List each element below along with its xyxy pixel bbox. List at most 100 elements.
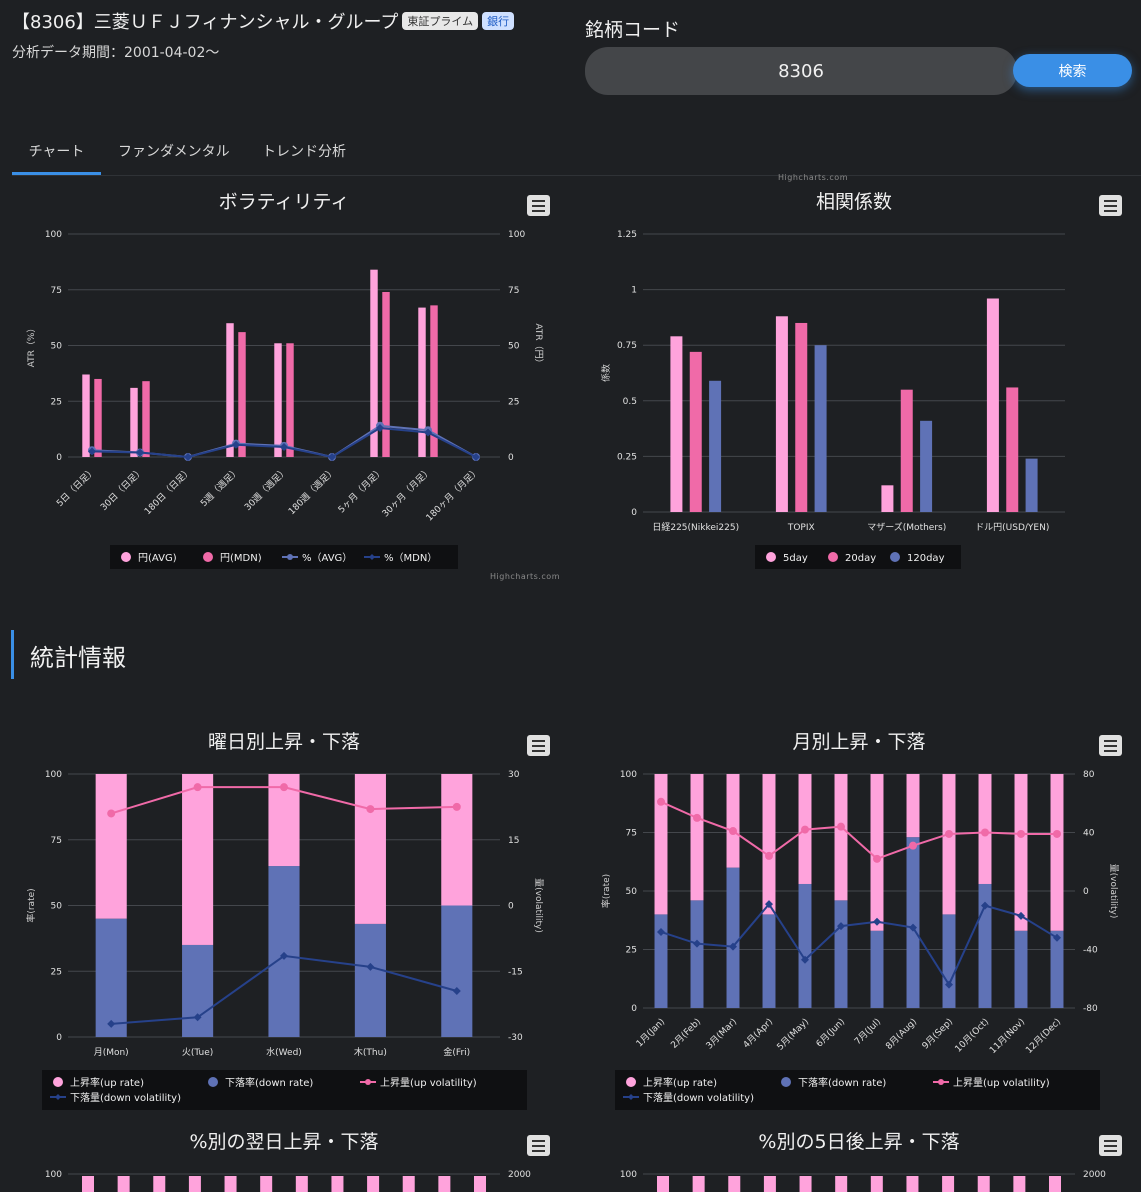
line-point — [765, 900, 773, 909]
y-tick-label: 0.75 — [617, 341, 637, 351]
legend-swatch — [890, 552, 900, 562]
y-axis-label: ATR（%） — [26, 324, 37, 368]
x-tick-label: マザーズ(Mothers) — [867, 521, 946, 533]
search-button[interactable]: 検索 — [1013, 54, 1132, 87]
bar — [441, 905, 473, 1037]
tab-label: トレンド分析 — [262, 144, 346, 160]
bar — [692, 1176, 705, 1192]
tab-bar: チャート ファンダメンタル トレンド分析 — [12, 132, 1141, 176]
line-point — [873, 917, 881, 926]
bar — [920, 420, 933, 512]
bar — [900, 389, 913, 512]
y-axis-label: 率(rate) — [600, 874, 612, 908]
bar — [881, 485, 894, 512]
bar — [370, 269, 378, 457]
bar — [430, 305, 438, 457]
bar — [95, 918, 127, 1037]
line-point — [193, 1013, 202, 1022]
line-point — [981, 901, 989, 910]
volatility-menu-button[interactable] — [527, 195, 550, 216]
x-tick-label: 7月(Jul) — [852, 1016, 883, 1047]
legend-swatch — [203, 552, 213, 562]
chart-legend: 上昇率(up rate) 下落率(down rate) 上昇量(up volatil… — [42, 1070, 527, 1110]
correlation-menu-button[interactable] — [1099, 195, 1122, 216]
pct-5day-menu-button[interactable] — [1099, 1135, 1122, 1156]
line-point — [657, 797, 665, 806]
bar — [690, 774, 704, 901]
line-point — [452, 986, 461, 995]
bar — [94, 378, 102, 457]
legend-label: 上昇量(up volatility) — [380, 1077, 477, 1089]
tab-chart[interactable]: チャート — [12, 141, 101, 175]
chart-title: %別の5日後上昇・下落 — [758, 1131, 959, 1153]
monthly-menu-button[interactable] — [1099, 735, 1122, 756]
y-tick-label: 100 — [45, 1170, 62, 1180]
bar — [260, 1176, 273, 1192]
bar — [418, 307, 426, 457]
y-tick-label: 0 — [631, 508, 637, 518]
chart-legend: 5day 20day 120day — [755, 545, 961, 569]
tab-fundamental[interactable]: ファンダメンタル — [118, 141, 230, 161]
bar — [1050, 930, 1064, 1008]
weekday-menu-button[interactable] — [527, 735, 550, 756]
chart-title: 曜日別上昇・下落 — [208, 731, 360, 753]
x-tick-label: 2月(Feb) — [669, 1016, 703, 1050]
stock-code-input[interactable] — [585, 47, 1017, 95]
y2-tick-label: 15 — [508, 836, 519, 846]
y-tick-label: 0.5 — [623, 397, 637, 407]
bar — [906, 837, 920, 1008]
bar — [117, 1176, 130, 1192]
bar — [402, 1176, 415, 1192]
y-tick-label: 25 — [51, 967, 62, 977]
line-point — [1053, 829, 1061, 838]
line-point — [424, 428, 432, 437]
y-tick-label: 25 — [51, 397, 62, 407]
x-tick-label: TOPIX — [787, 523, 815, 533]
bar — [690, 900, 704, 1008]
line-point — [472, 453, 480, 461]
x-tick-label: 30ヶ月（月足） — [380, 465, 434, 519]
legend-swatch — [287, 554, 293, 560]
bar — [762, 774, 776, 915]
tab-trend-analysis[interactable]: トレンド分析 — [262, 141, 346, 161]
line-point — [837, 822, 845, 831]
bar — [906, 1176, 919, 1192]
x-tick-label: 8月(Aug) — [884, 1016, 920, 1052]
y-tick-label: 100 — [620, 770, 637, 780]
legend-swatch — [781, 1077, 791, 1087]
chart-title: 月別上昇・下落 — [792, 731, 925, 753]
legend-label: 上昇量(up volatility) — [953, 1077, 1050, 1089]
y-tick-label: 0 — [631, 1004, 637, 1014]
y-tick-label: 50 — [626, 887, 638, 897]
y2-tick-label: -15 — [508, 967, 523, 977]
chart-credit: Highcharts.com — [778, 173, 848, 182]
bar — [1006, 387, 1019, 512]
bar — [726, 774, 740, 868]
legend-swatch — [828, 552, 838, 562]
line-point — [693, 939, 701, 948]
bar — [728, 1176, 741, 1192]
x-tick-label: 4月(Apr) — [741, 1016, 775, 1050]
pct-5day-chart: %別の5日後上昇・下落 100 2000 — [620, 1131, 1106, 1192]
line-point — [837, 922, 845, 931]
section-title: 統計情報 — [30, 644, 126, 672]
x-tick-label: 10月(Oct) — [953, 1016, 991, 1054]
legend-swatch — [369, 554, 375, 560]
line-point — [765, 851, 773, 860]
pct-next-day-menu-button[interactable] — [527, 1135, 550, 1156]
series-line — [660, 902, 1058, 987]
y2-tick-label: 0 — [508, 453, 514, 463]
y2-tick-label: 80 — [1083, 770, 1095, 780]
x-tick-label: 180週（週足） — [286, 465, 338, 517]
bar — [870, 1176, 883, 1192]
bar — [1014, 774, 1028, 931]
y2-tick-label: -30 — [508, 1033, 523, 1043]
line-point — [280, 951, 288, 960]
legend-label: %（AVG） — [302, 552, 352, 564]
bar — [1025, 458, 1038, 512]
bar — [274, 343, 282, 457]
bar — [689, 351, 702, 512]
y-tick-label: 100 — [45, 770, 62, 780]
y2-axis-label: 量(volatility) — [533, 878, 544, 933]
